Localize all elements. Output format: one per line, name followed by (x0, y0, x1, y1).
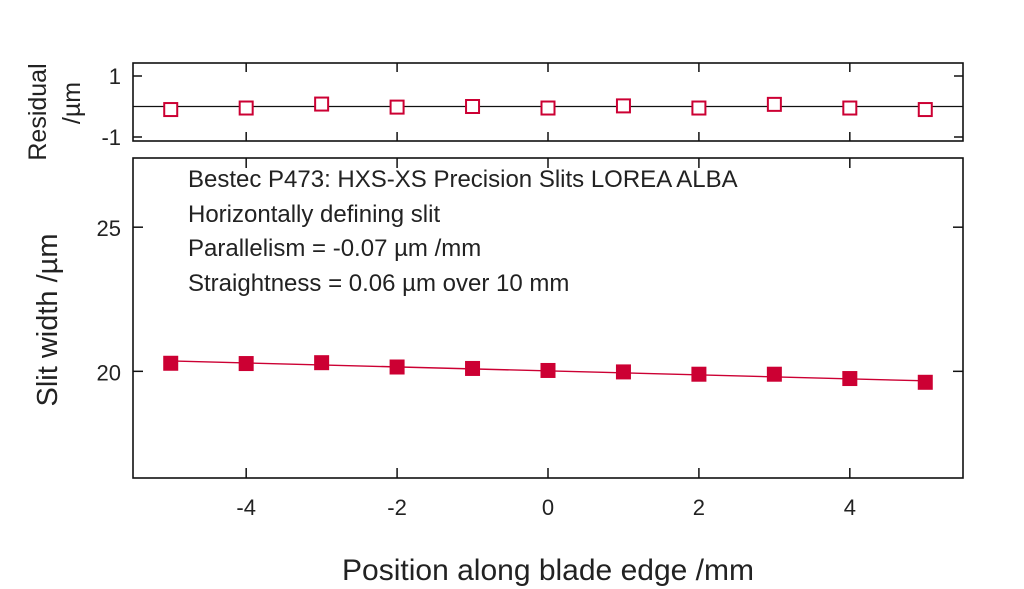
residual-point (842, 100, 858, 116)
slit-width-point (766, 366, 782, 382)
main-ylabel: Slit width /µm (32, 233, 64, 406)
slit-width-point (238, 356, 254, 372)
slit-width-point (540, 362, 556, 378)
residual-ytick-label: 1 (109, 64, 121, 89)
residual-panel: 1 -1 Residual /µm (24, 62, 964, 161)
annotation-line-4: Straightness = 0.06 µm over 10 mm (188, 270, 569, 297)
main-ticks: -4 -2 0 2 4 20 25 (97, 158, 963, 520)
annotation-line-1: Bestec P473: HXS-XS Precision Slits LORE… (188, 166, 738, 193)
residual-ytick-label: -1 (101, 125, 121, 150)
x-tick-label: 4 (844, 495, 856, 520)
residual-ticks: 1 -1 (101, 63, 963, 150)
residual-point (615, 98, 631, 114)
residual-point (238, 100, 254, 116)
residual-point (389, 99, 405, 115)
residual-point (163, 102, 179, 118)
annotation-line-3: Parallelism = -0.07 µm /mm (188, 235, 481, 262)
x-tick-label: 2 (693, 495, 705, 520)
slit-width-point (389, 359, 405, 375)
x-tick-label: -2 (387, 495, 407, 520)
residual-ylabel-line-1: Residual (24, 63, 52, 160)
x-axis-label: Position along blade edge /mm (342, 554, 754, 587)
slit-width-point (163, 355, 179, 371)
slit-width-point (842, 371, 858, 387)
annotation-line-2: Horizontally defining slit (188, 201, 440, 228)
residual-points (163, 96, 933, 118)
annotation-block: Bestec P473: HXS-XS Precision Slits LORE… (188, 166, 738, 297)
slit-width-point (917, 374, 933, 390)
residual-point (766, 96, 782, 112)
residual-ylabel-line-2: /µm (58, 82, 86, 124)
main-points (163, 355, 933, 390)
x-tick-label: -4 (236, 495, 256, 520)
y-tick-label: 20 (97, 360, 121, 385)
residual-point (314, 96, 330, 112)
residual-point (465, 99, 481, 114)
slit-width-point (615, 364, 631, 380)
main-panel: -4 -2 0 2 4 20 25 Bestec P473: HXS-XS Precisio… (32, 157, 964, 587)
residual-point (917, 102, 933, 118)
residual-point (691, 100, 707, 116)
slit-width-point (691, 366, 707, 382)
slit-width-point (314, 355, 330, 371)
x-tick-label: 0 (542, 495, 554, 520)
y-tick-label: 25 (97, 216, 121, 241)
slit-width-point (465, 360, 481, 376)
residual-point (540, 100, 556, 116)
